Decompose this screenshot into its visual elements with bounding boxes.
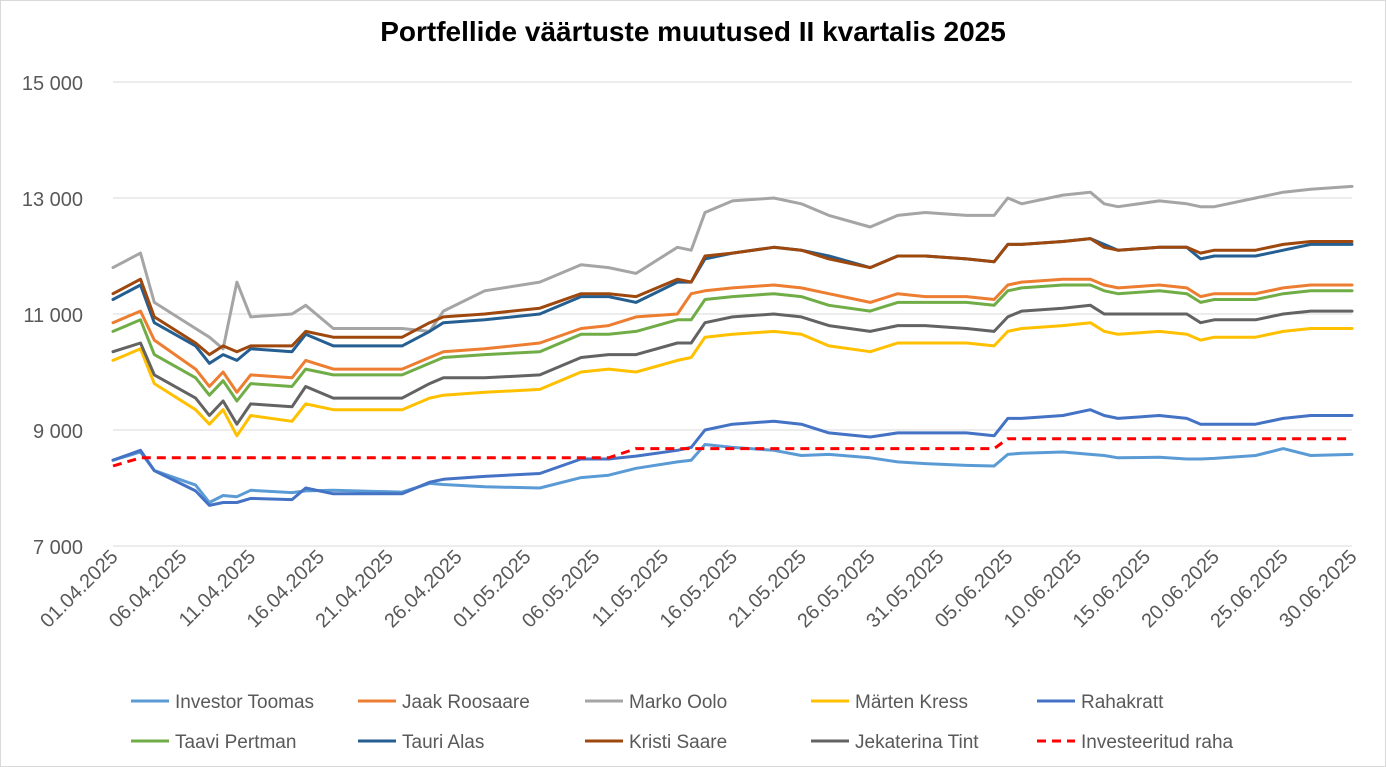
y-axis-tick-labels: 7 000 9 000 11 000 13 000 15 000: [22, 73, 83, 559]
legend-label: Kristi Saare: [629, 732, 727, 753]
y-tick-label: 13 000: [22, 189, 83, 211]
legend-label: Investor Toomas: [175, 692, 314, 713]
series-line: [111, 303, 1354, 426]
series-line: [111, 277, 1354, 394]
legend-label: Rahakratt: [1081, 692, 1164, 713]
legend-label: Marko Oolo: [629, 692, 727, 713]
legend-label: Taavi Pertman: [175, 732, 296, 753]
series-lines: [111, 184, 1354, 507]
y-tick-label: 15 000: [22, 73, 83, 95]
y-tick-label: 9 000: [33, 421, 83, 443]
series-line: [111, 237, 1354, 365]
series-line: [111, 321, 1354, 438]
series-line: [111, 184, 1354, 351]
y-tick-label: 7 000: [33, 537, 83, 559]
legend: Investor Toomas Jaak Roosaare Marko Oolo Mä…: [131, 692, 1234, 753]
legend-label: Investeeritud raha: [1081, 732, 1234, 753]
y-tick-label: 11 000: [23, 305, 83, 327]
legend-label: Jekaterina Tint: [855, 732, 979, 753]
x-axis-tick-labels: 01.04.202506.04.202511.04.202516.04.2025…: [36, 546, 1361, 632]
series-line: [112, 437, 1352, 468]
legend-label: Jaak Roosaare: [402, 692, 530, 713]
chart-title: Portfellide väärtuste muutused II kvarta…: [380, 16, 1006, 47]
series-line: [111, 283, 1354, 403]
legend-label: Märten Kress: [855, 692, 968, 713]
legend-label: Tauri Alas: [402, 732, 484, 753]
series-line: [111, 408, 1354, 507]
series-line: [111, 237, 1354, 357]
